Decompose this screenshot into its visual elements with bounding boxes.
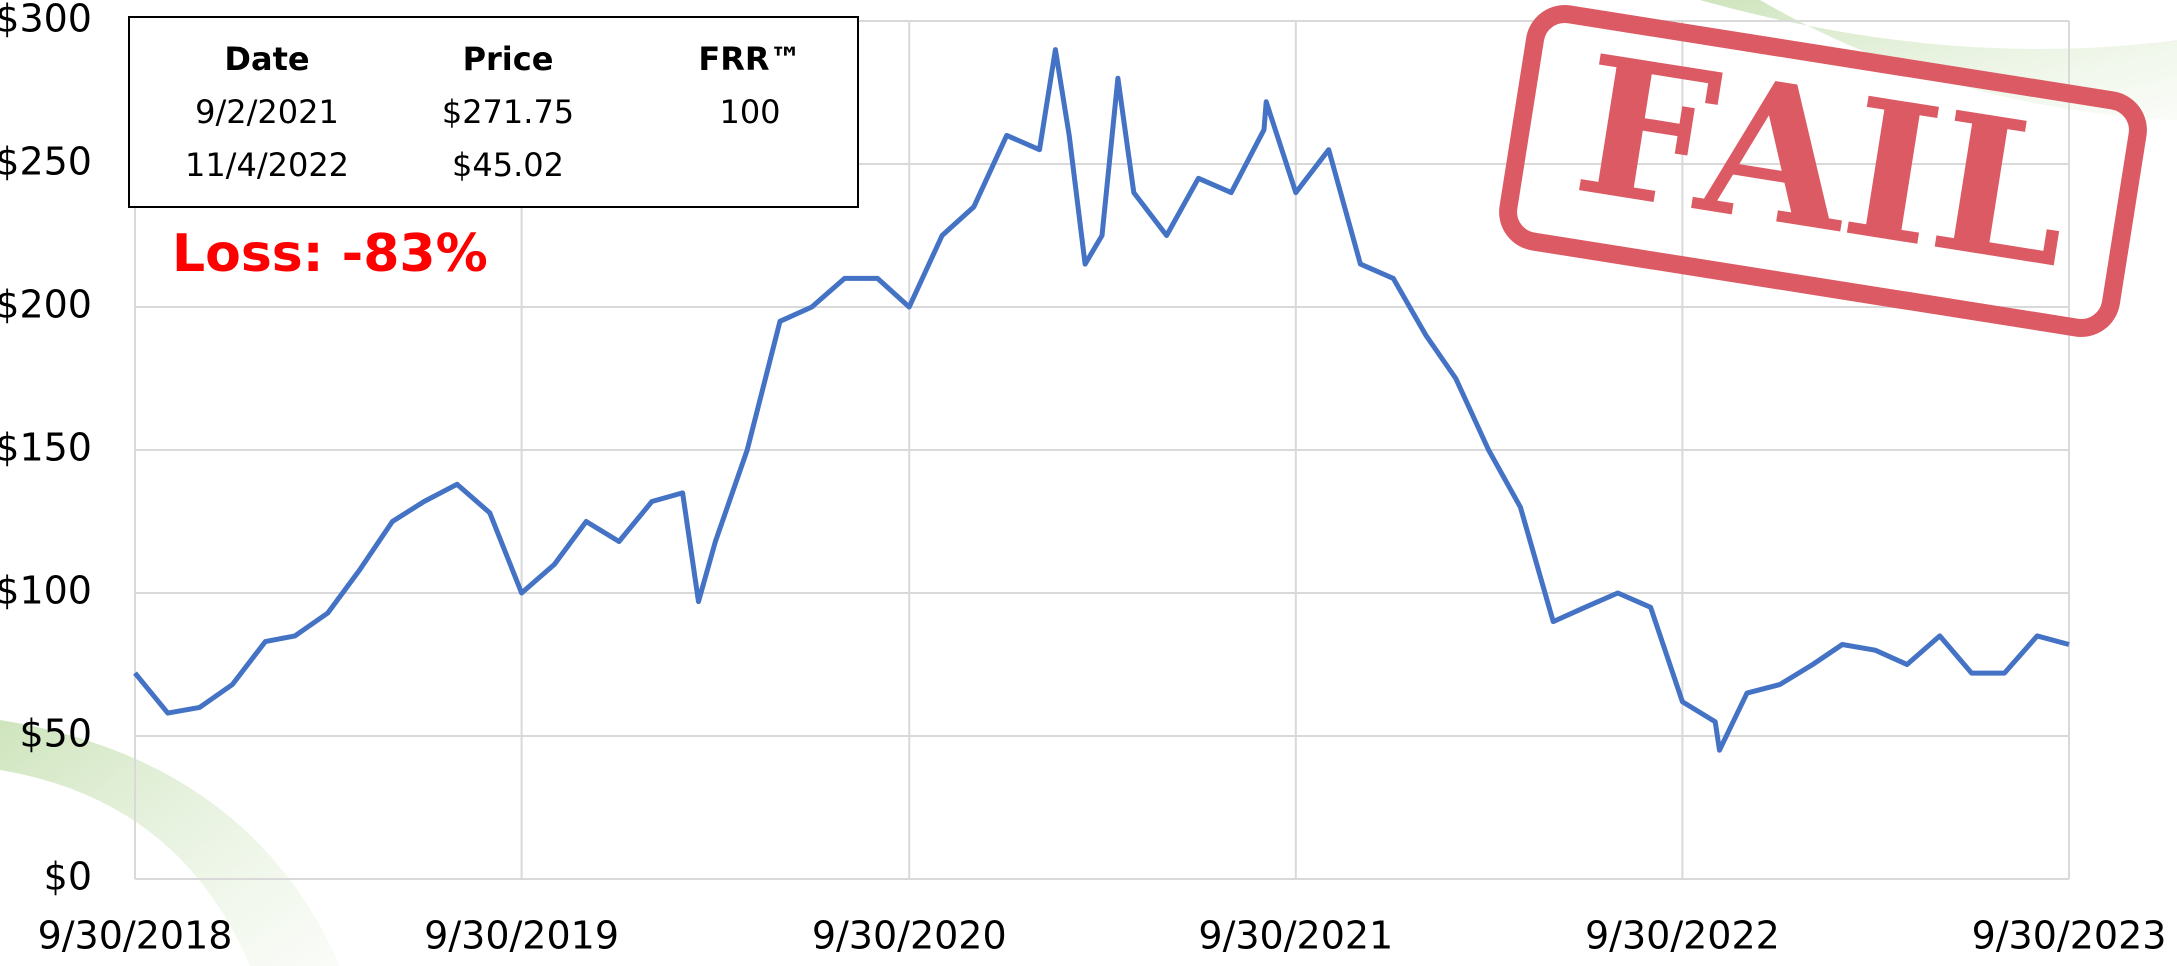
y-tick-label: $50 [19, 712, 92, 756]
x-tick-label: 9/30/2021 [1198, 914, 1393, 958]
y-tick-label: $250 [0, 140, 92, 184]
table-cell: $271.75 [442, 93, 574, 131]
chart: Date Price FRR™ 9/2/2021 $271.75 100 11/… [0, 0, 2177, 966]
y-tick-label: $300 [0, 0, 92, 41]
table-cell: $45.02 [452, 146, 564, 184]
annotation: Loss: -83% [172, 224, 488, 284]
table-header: Date [224, 40, 309, 78]
table-cell: 9/2/2021 [195, 93, 339, 131]
y-tick-label: $200 [0, 283, 92, 327]
y-tick-label: $100 [0, 569, 92, 613]
y-tick-label: $150 [0, 426, 92, 470]
x-tick-label: 9/30/2020 [812, 914, 1007, 958]
table-header: Price [463, 40, 554, 78]
table-cell: 100 [719, 93, 780, 131]
x-tick-label: 9/30/2023 [1972, 914, 2167, 958]
y-tick-label: $0 [44, 855, 92, 899]
x-tick-label: 9/30/2018 [38, 914, 233, 958]
table-cell: 11/4/2022 [185, 146, 349, 184]
x-tick-label: 9/30/2019 [424, 914, 619, 958]
info-table: Date Price FRR™ 9/2/2021 $271.75 100 11/… [129, 17, 858, 207]
x-tick-label: 9/30/2022 [1585, 914, 1780, 958]
table-header: FRR™ [698, 40, 801, 78]
